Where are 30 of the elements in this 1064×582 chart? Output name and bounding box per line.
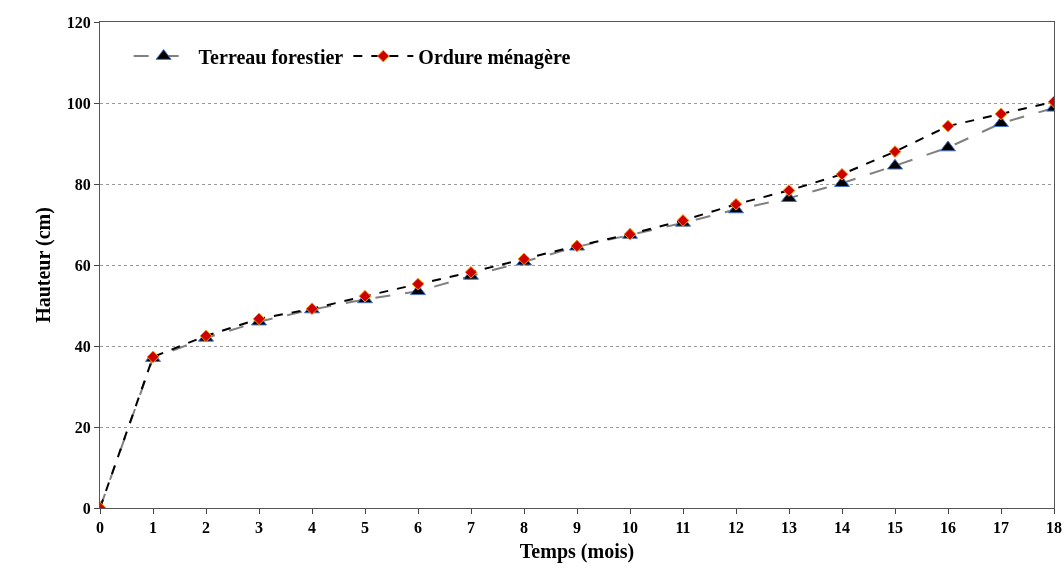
y-axis-title: Hauteur (cm) <box>32 207 55 323</box>
x-tick-label: 0 <box>96 519 104 537</box>
x-tick-label: 3 <box>255 519 263 537</box>
x-tick-label: 9 <box>573 519 581 537</box>
x-tick-label: 5 <box>361 519 369 537</box>
x-tick-label: 18 <box>1046 519 1062 537</box>
x-tick-label: 16 <box>940 519 956 537</box>
x-tick-label: 6 <box>414 519 422 537</box>
legend-label: Terreau forestier <box>198 45 344 68</box>
y-tick-label: 0 <box>82 499 91 517</box>
x-tick-label: 2 <box>202 519 210 537</box>
x-tick-label: 15 <box>887 519 903 537</box>
x-tick-label: 7 <box>467 519 475 537</box>
x-tick-label: 13 <box>781 519 797 537</box>
x-axis-title: Temps (mois) <box>519 539 635 563</box>
y-tick-label: 120 <box>66 13 91 31</box>
y-tick-label: 40 <box>74 337 91 355</box>
x-tick-label: 12 <box>728 519 744 537</box>
x-tick-label: 4 <box>308 519 316 537</box>
y-tick-label: 80 <box>74 175 91 193</box>
x-tick-label: 11 <box>675 519 691 537</box>
x-tick-label: 1 <box>149 519 157 537</box>
x-tick-label: 10 <box>622 519 638 537</box>
y-tick-label: 100 <box>66 94 91 112</box>
y-tick-label: 20 <box>74 418 91 436</box>
legend-label: Ordure ménagère <box>418 45 571 69</box>
x-tick-label: 14 <box>834 519 850 537</box>
y-tick-label: 60 <box>74 256 91 274</box>
x-tick-label: 8 <box>520 519 528 537</box>
x-tick-label: 17 <box>993 519 1009 537</box>
